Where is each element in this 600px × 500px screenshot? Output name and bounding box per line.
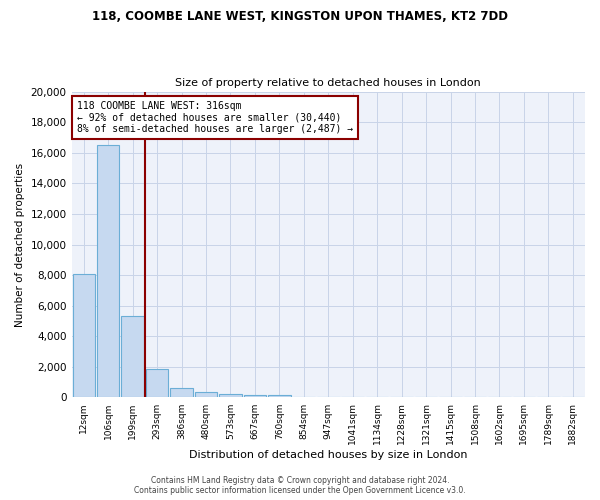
Bar — [73, 274, 95, 398]
Bar — [170, 388, 193, 398]
Y-axis label: Number of detached properties: Number of detached properties — [15, 162, 25, 326]
Bar — [195, 392, 217, 398]
Bar — [244, 394, 266, 398]
Bar — [219, 394, 242, 398]
Bar — [121, 316, 144, 398]
Text: Contains HM Land Registry data © Crown copyright and database right 2024.
Contai: Contains HM Land Registry data © Crown c… — [134, 476, 466, 495]
Bar — [146, 369, 169, 398]
Bar — [268, 395, 290, 398]
Text: 118, COOMBE LANE WEST, KINGSTON UPON THAMES, KT2 7DD: 118, COOMBE LANE WEST, KINGSTON UPON THA… — [92, 10, 508, 23]
Bar — [97, 145, 119, 398]
X-axis label: Distribution of detached houses by size in London: Distribution of detached houses by size … — [189, 450, 467, 460]
Text: 118 COOMBE LANE WEST: 316sqm
← 92% of detached houses are smaller (30,440)
8% of: 118 COOMBE LANE WEST: 316sqm ← 92% of de… — [77, 100, 353, 134]
Title: Size of property relative to detached houses in London: Size of property relative to detached ho… — [175, 78, 481, 88]
